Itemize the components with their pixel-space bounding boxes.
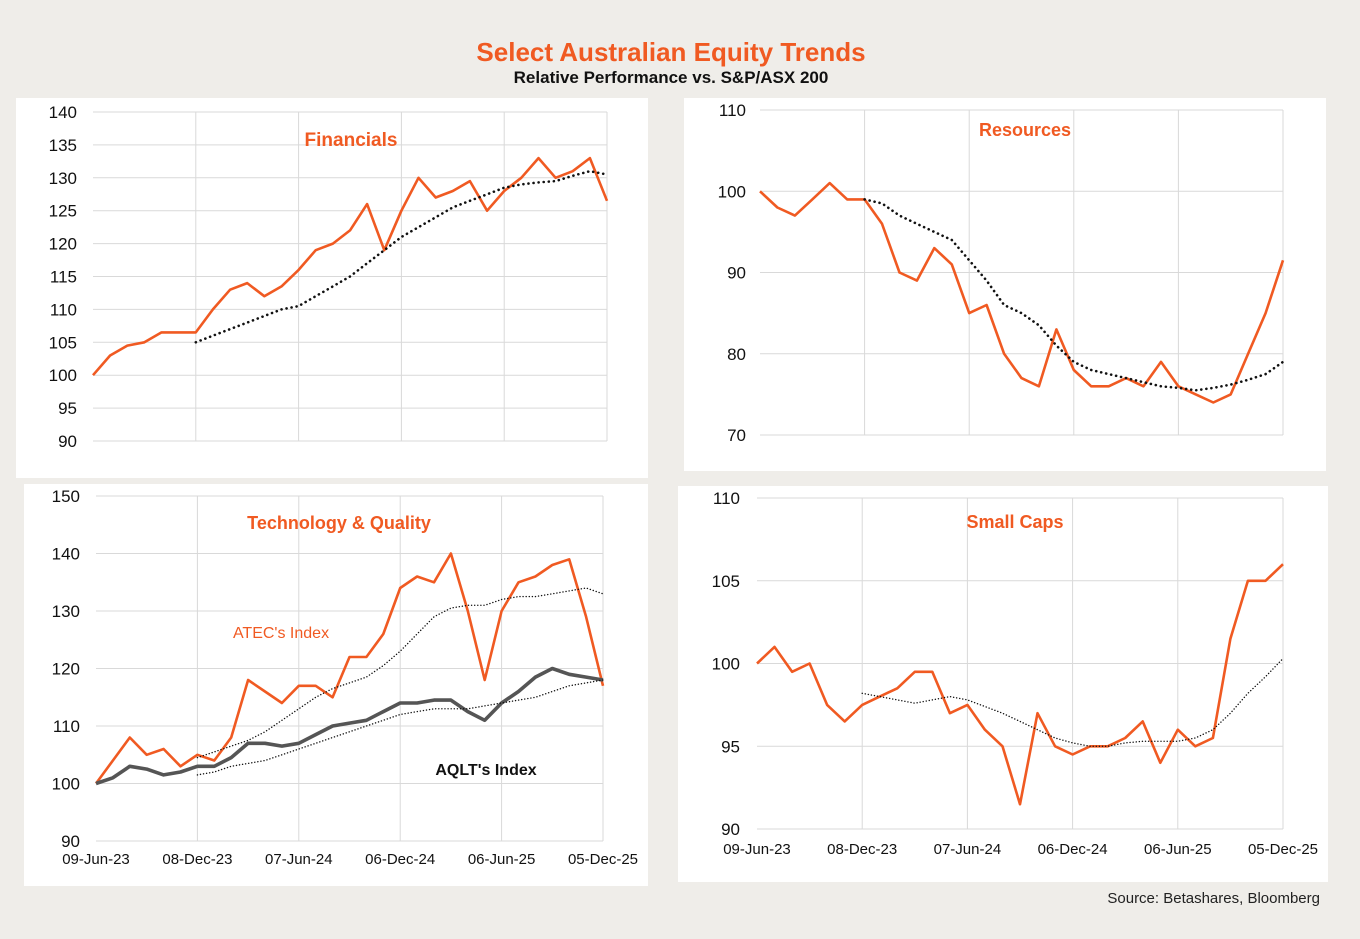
y-tick-label: 95 [721, 737, 740, 756]
x-tick-label: 07-Jun-24 [934, 841, 1002, 858]
y-tick-label: 130 [49, 169, 77, 188]
x-tick-label: 05-Dec-25 [568, 851, 638, 868]
atec-index-line [94, 552, 605, 785]
y-tick-label: 105 [49, 333, 77, 352]
y-tick-label: 100 [718, 182, 746, 201]
x-tick-label: 08-Dec-23 [827, 841, 897, 858]
aqlt-index-line [95, 666, 604, 786]
chart-title: Resources [979, 120, 1071, 140]
source-note: Source: Betashares, Bloomberg [1107, 890, 1320, 907]
y-tick-label: 135 [49, 136, 77, 155]
y-tick-label: 80 [727, 345, 746, 364]
small-caps-chart-panel: 90 95 100 105 110 09-Jun-23 08-Dec-23 07-Jun-24… [678, 486, 1328, 882]
y-tick-label: 125 [49, 202, 77, 221]
resources-chart-panel: 70 80 90 100 110 Resources [684, 98, 1326, 471]
financials-chart-panel: 90 95 100 105 110 115 120 125 130 135 140 Financial… [16, 98, 648, 478]
x-tick-label: 09-Jun-23 [723, 841, 791, 858]
y-tick-label: 110 [50, 300, 77, 319]
financials-relative-line [92, 156, 609, 377]
resources-chart: 70 80 90 100 110 Resources [718, 101, 1285, 445]
page-title: Select Australian Equity Trends [476, 37, 866, 67]
y-tick-label: 115 [50, 268, 77, 287]
small-caps-relative-line [756, 563, 1284, 806]
y-tick-label: 95 [58, 399, 77, 418]
y-tick-label: 90 [721, 820, 740, 839]
y-tick-label: 120 [49, 235, 77, 254]
y-tick-label: 120 [52, 660, 80, 679]
moving-average-line [863, 198, 1285, 392]
y-tick-label: 110 [53, 717, 80, 736]
y-tick-label: 100 [49, 366, 77, 385]
x-tick-label: 09-Jun-23 [62, 851, 130, 868]
technology-quality-chart: 90 100 110 120 130 140 150 09-Jun-23 08-Dec-23 07… [52, 487, 638, 868]
small-caps-chart: 90 95 100 105 110 09-Jun-23 08-Dec-23 07-Jun-24… [712, 489, 1318, 858]
y-tick-label: 70 [727, 426, 746, 445]
y-tick-label: 105 [712, 572, 740, 591]
y-tick-label: 130 [52, 602, 80, 621]
y-tick-label: 100 [52, 775, 80, 794]
x-tick-label: 08-Dec-23 [162, 851, 232, 868]
y-tick-label: 150 [52, 487, 80, 506]
x-tick-label: 06-Dec-24 [1038, 841, 1108, 858]
y-tick-label: 100 [712, 655, 740, 674]
x-tick-label: 06-Jun-25 [1144, 841, 1212, 858]
chart-title: Technology & Quality [247, 513, 431, 533]
x-tick-label: 05-Dec-25 [1248, 841, 1318, 858]
x-tick-label: 06-Jun-25 [468, 851, 536, 868]
y-tick-label: 90 [727, 264, 746, 283]
y-tick-label: 110 [713, 489, 740, 508]
resources-relative-line [759, 181, 1285, 404]
series-annotation: ATEC's Index [233, 625, 329, 642]
financials-chart: 90 95 100 105 110 115 120 125 130 135 140 Financial… [49, 103, 609, 451]
chart-title: Small Caps [966, 512, 1063, 532]
technology-quality-chart-panel: 90 100 110 120 130 140 150 09-Jun-23 08-Dec-23 07… [24, 484, 648, 886]
chart-title: Financials [305, 130, 398, 151]
y-tick-label: 110 [719, 101, 746, 120]
x-tick-label: 06-Dec-24 [365, 851, 435, 868]
y-tick-label: 140 [52, 545, 80, 564]
moving-average-line [861, 657, 1284, 747]
y-tick-label: 90 [58, 432, 77, 451]
series-annotation: AQLT's Index [435, 762, 536, 779]
y-tick-label: 90 [61, 832, 80, 851]
y-tick-label: 140 [49, 103, 77, 122]
page-subtitle: Relative Performance vs. S&P/ASX 200 [513, 68, 829, 87]
moving-average-line [196, 587, 604, 759]
moving-average-line [194, 169, 609, 344]
x-tick-label: 07-Jun-24 [265, 851, 333, 868]
